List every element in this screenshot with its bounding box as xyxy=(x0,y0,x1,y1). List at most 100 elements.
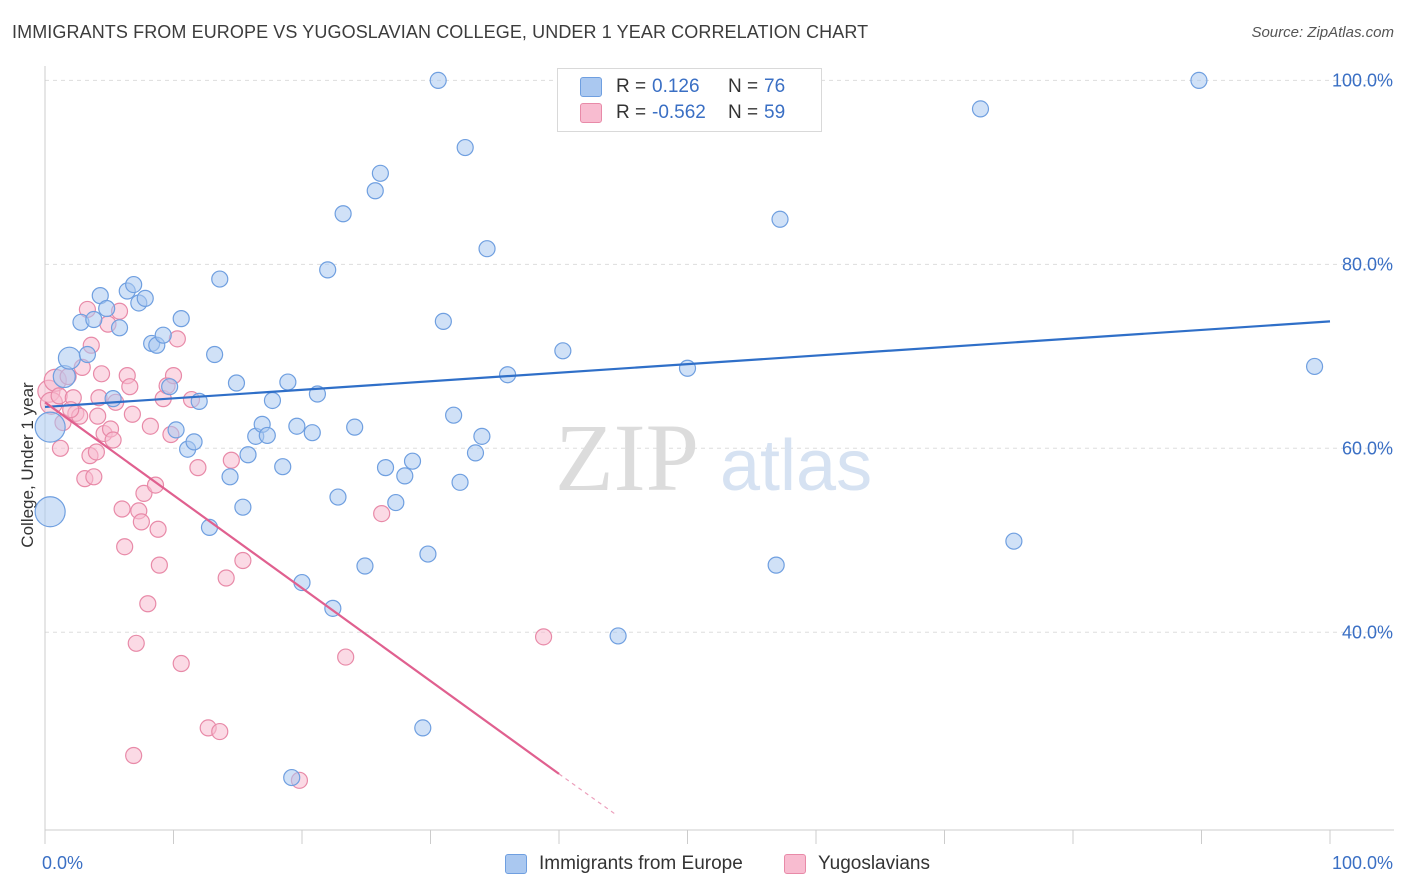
legend-item-immigrants[interactable]: Immigrants from Europe xyxy=(505,853,743,875)
legend-row-yugoslavians: R = -0.562 N = 59 xyxy=(558,100,785,126)
y-tick-label: 80.0% xyxy=(1342,254,1393,274)
yugoslavians-point xyxy=(121,378,139,396)
y-tick-label: 100.0% xyxy=(1332,70,1393,90)
immigrants-point xyxy=(85,310,103,329)
immigrants-point xyxy=(329,488,347,506)
legend-r-value: 0.126 xyxy=(652,76,700,97)
yugoslavians-point xyxy=(141,417,159,435)
source-label: Source: ZipAtlas.com xyxy=(1251,24,1394,41)
immigrants-point xyxy=(396,467,414,485)
immigrants-trend-line xyxy=(44,320,1331,409)
legend-item-yugoslavians[interactable]: Yugoslavians xyxy=(784,853,930,875)
watermark-zip: ZIP xyxy=(555,404,699,511)
immigrants-point xyxy=(104,390,122,408)
immigrants-point xyxy=(172,310,190,328)
immigrants-point xyxy=(478,240,496,258)
immigrants-point xyxy=(466,444,485,462)
x-tick-label: 100.0% xyxy=(1332,853,1393,873)
y-tick-labels: 100.0% 80.0% 60.0% 40.0% xyxy=(1332,70,1393,642)
yugoslavians-point xyxy=(85,468,103,486)
legend-swatch-immigrants xyxy=(505,854,527,874)
legend-swatch-yugoslavians xyxy=(784,854,806,874)
yugoslavians-point xyxy=(92,365,111,383)
yugoslavians-point xyxy=(125,746,143,765)
legend-n-label: N = xyxy=(728,76,759,97)
yugoslavians-point xyxy=(234,551,252,570)
yugoslavians-point xyxy=(189,459,207,477)
immigrants-point xyxy=(451,473,469,491)
x-tick-label: 0.0% xyxy=(42,853,83,873)
yugoslavians-point xyxy=(132,513,150,531)
legend-n-value: 76 xyxy=(764,76,786,97)
immigrants-point xyxy=(211,270,229,288)
immigrants-point xyxy=(445,406,463,424)
immigrants-point xyxy=(258,426,276,445)
immigrants-points xyxy=(34,71,1324,787)
immigrants-point xyxy=(274,458,292,476)
yugoslavians-trend-extension xyxy=(558,773,615,814)
legend-swatch-immigrants xyxy=(580,77,602,97)
series-legend: Immigrants from Europe Yugoslavians xyxy=(0,853,1406,877)
yugoslavians-point xyxy=(373,505,391,523)
immigrants-point xyxy=(303,424,321,442)
immigrants-point xyxy=(136,289,154,307)
axes xyxy=(44,66,1394,844)
immigrants-point xyxy=(767,556,785,574)
immigrants-point xyxy=(167,421,185,439)
immigrants-point xyxy=(334,205,352,223)
immigrants-point xyxy=(403,452,422,470)
immigrants-point xyxy=(771,210,789,228)
yugoslavians-point xyxy=(123,405,141,423)
legend-r-label: R = xyxy=(616,76,647,97)
immigrants-point xyxy=(434,312,452,330)
immigrants-point xyxy=(125,275,143,294)
immigrants-point xyxy=(234,498,252,516)
yugoslavians-point xyxy=(127,634,145,652)
immigrants-point xyxy=(34,496,66,528)
immigrants-point xyxy=(371,164,389,182)
yugoslavians-trend-line xyxy=(44,401,560,775)
yugoslavians-point xyxy=(168,330,186,348)
y-tick-label: 40.0% xyxy=(1342,622,1393,642)
legend-r-label: R = xyxy=(616,102,647,123)
immigrants-point xyxy=(319,261,337,279)
immigrants-point xyxy=(346,418,364,436)
immigrants-point xyxy=(185,433,203,451)
x-tick-labels: 0.0% 100.0% xyxy=(42,853,1393,873)
immigrants-point xyxy=(154,326,172,344)
legend-label-immigrants: Immigrants from Europe xyxy=(539,853,743,874)
immigrants-point xyxy=(366,182,384,200)
immigrants-point xyxy=(110,319,129,337)
legend-row-immigrants: R = 0.126 N = 76 xyxy=(558,74,785,100)
chart-title: IMMIGRANTS FROM EUROPE VS YUGOSLAVIAN CO… xyxy=(12,22,869,42)
yugoslavians-point xyxy=(146,476,165,494)
immigrants-point xyxy=(288,417,306,435)
immigrants-point xyxy=(161,378,179,396)
yugoslavians-point xyxy=(222,451,240,469)
immigrants-point xyxy=(609,627,627,645)
immigrants-point xyxy=(387,493,405,512)
legend-label-yugoslavians: Yugoslavians xyxy=(818,853,930,874)
yugoslavians-point xyxy=(50,387,68,405)
yugoslavians-point xyxy=(113,500,131,518)
yugoslavians-point xyxy=(87,443,106,461)
immigrants-point xyxy=(1305,357,1324,376)
immigrants-point xyxy=(78,345,97,364)
immigrants-point xyxy=(239,446,257,464)
legend-r-value: -0.562 xyxy=(652,102,706,123)
yugoslavians-point xyxy=(149,520,167,538)
legend-n-value: 59 xyxy=(764,102,786,123)
yugoslavians-point xyxy=(217,569,235,587)
immigrants-point xyxy=(34,411,66,443)
immigrants-point xyxy=(283,768,301,787)
immigrants-point xyxy=(1190,71,1208,89)
immigrants-point xyxy=(356,557,374,575)
immigrants-point xyxy=(456,138,474,157)
yugoslavians-point xyxy=(89,407,107,425)
legend-n-label: N = xyxy=(728,102,759,123)
immigrants-point xyxy=(206,345,224,364)
immigrants-point xyxy=(1005,532,1023,550)
immigrants-point xyxy=(263,391,282,410)
immigrants-point xyxy=(57,346,82,370)
legend-swatch-yugoslavians xyxy=(580,103,602,123)
